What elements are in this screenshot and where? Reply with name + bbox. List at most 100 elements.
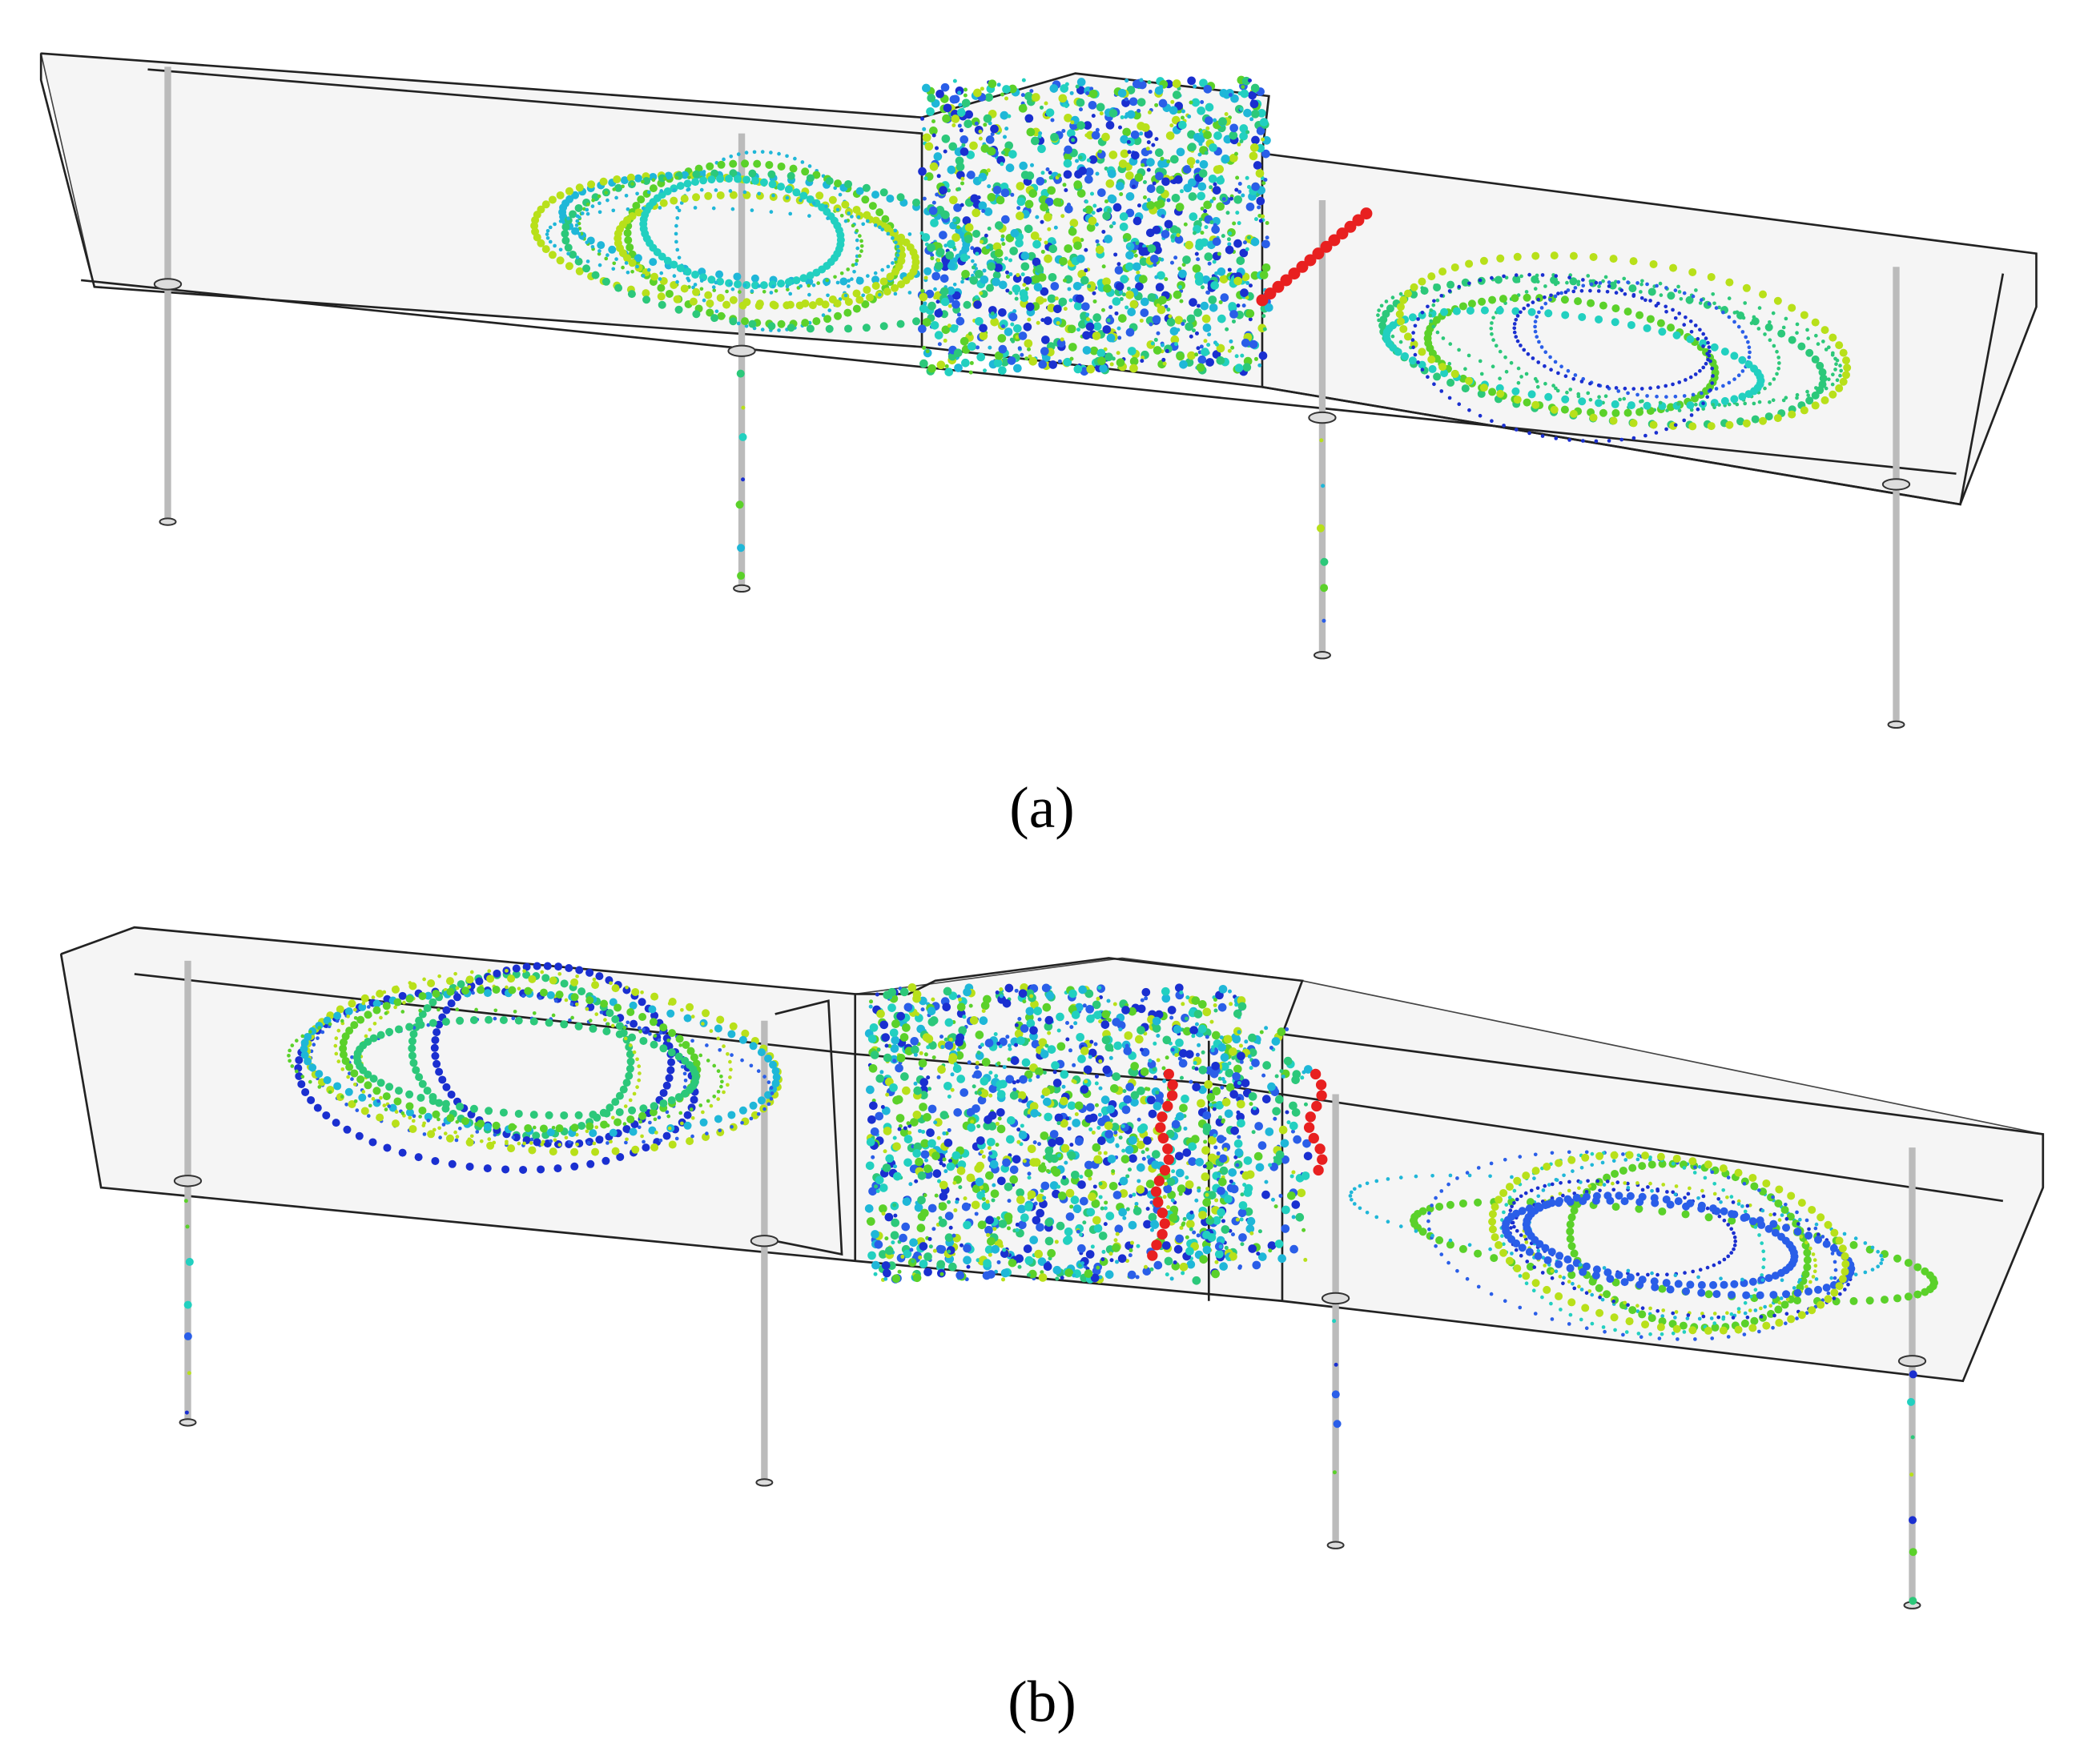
particle — [1697, 1316, 1702, 1321]
particle — [1780, 1278, 1784, 1283]
particle — [1548, 297, 1552, 302]
particle — [447, 1090, 456, 1099]
particle — [777, 319, 786, 328]
particle — [680, 195, 689, 203]
particle — [894, 257, 898, 261]
particle — [1795, 331, 1799, 336]
particle — [1217, 1076, 1222, 1081]
particle — [1536, 1248, 1541, 1253]
particle — [738, 290, 742, 294]
particle — [1023, 275, 1032, 285]
particle — [1615, 1271, 1623, 1280]
particle — [1152, 225, 1161, 235]
particle — [422, 977, 426, 982]
particle — [873, 223, 878, 227]
particle — [862, 323, 871, 332]
particle — [514, 1016, 523, 1025]
particle — [610, 1115, 615, 1120]
particle — [1067, 287, 1072, 291]
particle — [307, 1095, 316, 1104]
particle — [949, 323, 959, 333]
tundish-edge — [147, 68, 923, 348]
particle — [1682, 323, 1687, 327]
particle — [930, 320, 939, 330]
particle — [368, 1027, 372, 1032]
particle — [1088, 1176, 1092, 1181]
particle — [972, 208, 981, 218]
particle — [979, 323, 988, 333]
particle — [1249, 151, 1258, 161]
particle — [1586, 1179, 1590, 1183]
particle — [1535, 315, 1539, 319]
particle — [1567, 438, 1571, 442]
particle — [1645, 282, 1649, 287]
particle — [1547, 1183, 1551, 1187]
particle — [1166, 307, 1171, 312]
particle — [1804, 1232, 1813, 1240]
particle — [1099, 364, 1108, 373]
particle — [1812, 1258, 1817, 1262]
particle — [1023, 322, 1032, 332]
particle — [1438, 267, 1447, 276]
particle — [1742, 1212, 1751, 1221]
particle — [1140, 359, 1145, 364]
particle — [1727, 296, 1732, 300]
particle — [570, 993, 579, 1002]
particle — [1603, 1290, 1611, 1299]
particle — [1747, 345, 1752, 350]
particle — [971, 259, 975, 263]
particle — [1455, 1268, 1459, 1273]
particle — [1165, 348, 1169, 353]
particle — [1503, 355, 1507, 360]
particle — [1200, 285, 1205, 290]
particle — [1241, 76, 1251, 86]
particle — [672, 188, 677, 192]
particle — [1519, 344, 1523, 348]
particle — [529, 1017, 538, 1026]
particle — [1024, 114, 1034, 123]
particle — [1686, 1280, 1695, 1289]
particle — [680, 1007, 684, 1012]
particle — [787, 323, 795, 332]
particle — [806, 174, 815, 183]
particle — [1197, 152, 1202, 157]
particle — [1581, 283, 1586, 288]
particle — [1032, 257, 1041, 267]
particle — [513, 1124, 517, 1129]
particle — [1227, 348, 1232, 353]
particle — [1839, 377, 1848, 386]
particle — [364, 1037, 372, 1046]
particle — [990, 131, 995, 136]
outlet — [1308, 411, 1337, 424]
particle — [815, 191, 824, 200]
particle — [1089, 86, 1094, 91]
particle — [1625, 1317, 1634, 1326]
particle — [1488, 388, 1497, 396]
particle — [340, 1095, 344, 1099]
particle — [709, 1029, 714, 1033]
particle — [1771, 311, 1776, 315]
particle — [658, 1031, 663, 1035]
particle — [729, 1022, 738, 1031]
particle — [1579, 380, 1584, 384]
particle — [1096, 102, 1105, 112]
particle — [1463, 367, 1467, 372]
particle — [1746, 340, 1750, 344]
particle — [1736, 373, 1741, 378]
particle — [907, 291, 912, 295]
particle — [418, 1008, 422, 1013]
particle — [1166, 1205, 1171, 1210]
particle — [588, 1019, 593, 1023]
particle — [1377, 318, 1381, 323]
particle — [621, 265, 625, 270]
particle — [1561, 395, 1570, 404]
particle — [691, 270, 700, 279]
particle — [1185, 240, 1193, 250]
particle — [541, 974, 550, 982]
particle — [1559, 1308, 1563, 1312]
particle — [650, 272, 659, 281]
particle — [1692, 1171, 1697, 1175]
particle — [1803, 1256, 1812, 1264]
particle — [1536, 297, 1541, 302]
particle — [1734, 1168, 1743, 1177]
